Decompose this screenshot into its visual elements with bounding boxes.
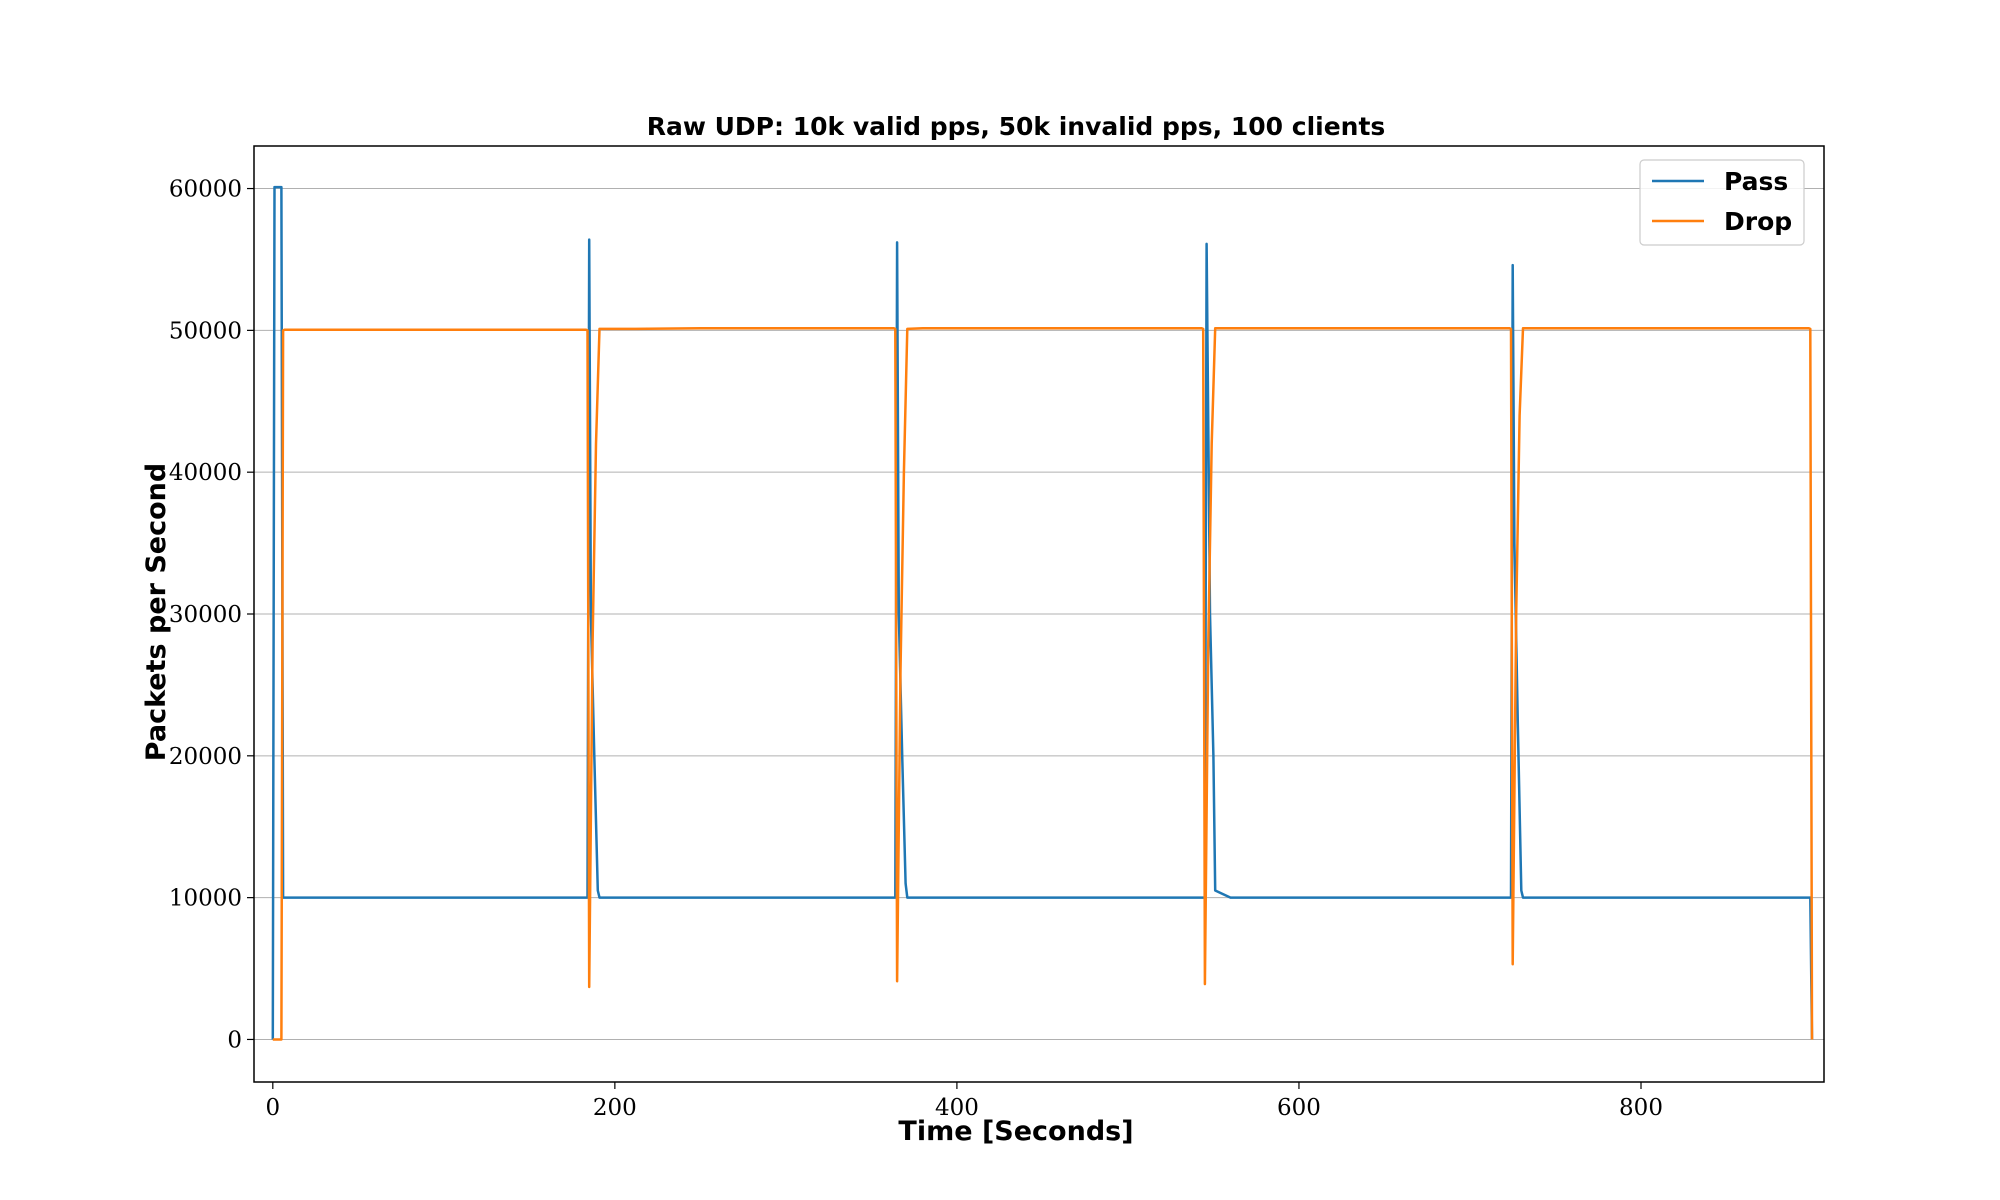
y-axis-label: Packets per Second <box>141 463 172 761</box>
chart-title: Raw UDP: 10k valid pps, 50k invalid pps,… <box>647 112 1386 141</box>
y-tick-label: 10000 <box>169 886 242 912</box>
series-line-pass <box>271 185 1814 1040</box>
x-tick-label: 200 <box>593 1095 637 1121</box>
y-tick-label: 40000 <box>169 460 242 486</box>
plot-lines <box>271 185 1814 1041</box>
y-tick-label: 60000 <box>169 177 242 203</box>
x-tick-label: 800 <box>1619 1095 1663 1121</box>
legend-label-drop: Drop <box>1724 207 1792 236</box>
legend-label-pass: Pass <box>1724 167 1788 196</box>
x-axis-label: Time [Seconds] <box>898 1116 1133 1147</box>
x-tick-label: 400 <box>935 1095 979 1121</box>
legend: Pass Drop <box>1639 159 1805 246</box>
y-tick-label: 50000 <box>169 318 242 344</box>
axis-ticks: 0 10000 20000 30000 40000 50000 60000 0 200 400 60… <box>169 177 1663 1121</box>
y-tick-label: 20000 <box>169 744 242 770</box>
y-tick-label: 0 <box>227 1027 242 1053</box>
x-tick-label: 600 <box>1277 1095 1321 1121</box>
series-line-drop <box>272 326 1814 1041</box>
y-tick-label: 30000 <box>169 602 242 628</box>
x-tick-label: 0 <box>265 1095 280 1121</box>
